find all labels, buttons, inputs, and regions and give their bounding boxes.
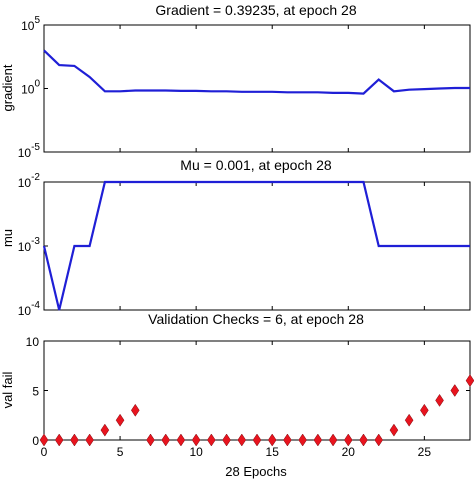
validation-point (54, 433, 64, 447)
validation-point (404, 413, 414, 427)
validation-x-tick-label: 15 (266, 445, 280, 459)
validation-point (85, 433, 94, 447)
validation-x-tick-label: 5 (117, 445, 124, 459)
validation-point (100, 423, 110, 437)
gradient-title: Gradient = 0.39235, at epoch 28 (155, 2, 356, 18)
validation-point (298, 433, 307, 447)
validation-point (267, 433, 277, 447)
validation-point (115, 413, 125, 427)
validation-x-tick-label: 20 (342, 445, 356, 459)
gradient-y-label: gradient (0, 64, 15, 111)
validation-y-label: val fail (0, 371, 15, 408)
validation-point (207, 433, 216, 447)
validation-panel: Validation Checks = 6, at epoch 28 val f… (0, 311, 474, 479)
gradient-y-tick-label: 10-5 (18, 142, 41, 160)
validation-point (161, 433, 171, 447)
validation-point (359, 433, 368, 447)
validation-title: Validation Checks = 6, at epoch 28 (148, 311, 364, 327)
validation-x-tick-label: 25 (418, 445, 432, 459)
mu-title: Mu = 0.001, at epoch 28 (180, 157, 332, 173)
validation-point (343, 433, 353, 447)
validation-y-tick-label: 10 (26, 335, 40, 349)
epochs-x-label: 28 Epochs (225, 464, 287, 479)
gradient-axes-box (43, 24, 471, 153)
validation-x-tick-label: 0 (41, 445, 48, 459)
validation-point (420, 403, 429, 417)
validation-y-tick-label: 5 (32, 385, 39, 399)
validation-point (252, 433, 262, 447)
validation-point (222, 433, 231, 447)
validation-y-tick-label: 0 (32, 434, 39, 448)
gradient-panel: Gradient = 0.39235, at epoch 28 gradient… (0, 2, 471, 160)
validation-point (176, 433, 186, 447)
gradient-y-tick-label: 100 (21, 79, 40, 97)
mu-series-line (42, 180, 470, 311)
validation-point (313, 433, 323, 447)
validation-axes-box (43, 340, 471, 441)
validation-point (70, 433, 79, 447)
validation-point (191, 433, 201, 447)
mu-y-tick-label: 10-3 (18, 236, 41, 254)
validation-point (39, 433, 49, 447)
mu-y-tick-label: 10-4 (18, 300, 41, 318)
validation-point (435, 393, 444, 407)
mu-y-tick-label: 10-2 (18, 172, 41, 190)
validation-x-tick-label: 10 (189, 445, 203, 459)
gradient-y-tick-label: 105 (21, 15, 40, 33)
validation-point (465, 374, 474, 388)
mu-y-label: mu (0, 229, 15, 247)
validation-point (389, 423, 399, 437)
mu-panel: Mu = 0.001, at epoch 28 mu 10-4 10-3 10-2 (0, 157, 471, 318)
validation-point (130, 403, 140, 417)
validation-point (374, 433, 384, 447)
validation-point (450, 384, 460, 397)
validation-point (328, 433, 338, 447)
validation-point (283, 433, 292, 447)
validation-point (146, 433, 155, 447)
gradient-series-line (43, 49, 470, 95)
validation-point (237, 433, 247, 447)
